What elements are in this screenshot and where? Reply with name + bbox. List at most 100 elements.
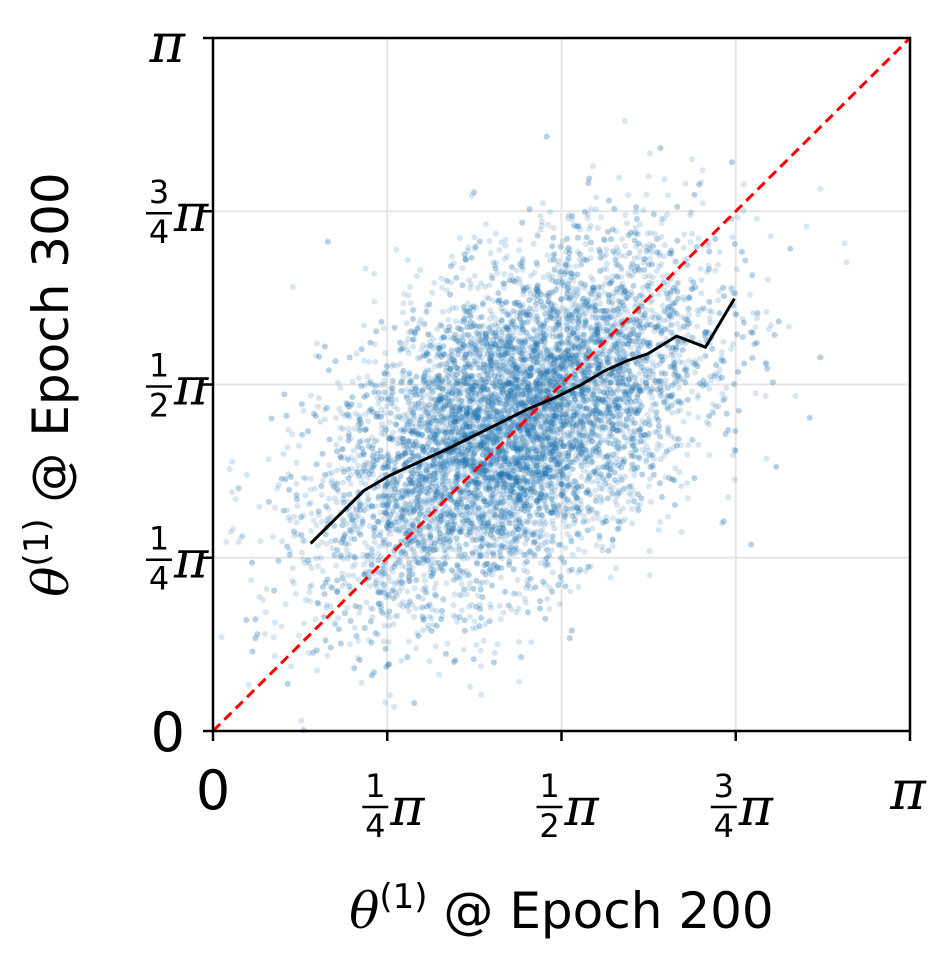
scatter-point [534,391,541,398]
scatter-point [556,274,563,281]
scatter-point [514,508,521,515]
scatter-point [594,383,601,390]
scatter-point [308,565,315,571]
scatter-point [501,366,508,373]
scatter-point [580,353,587,359]
scatter-point [716,248,723,255]
scatter-point [646,483,652,490]
scatter-point [684,495,691,502]
scatter-point [547,456,554,463]
scatter-point [461,508,468,514]
scatter-point [614,492,621,499]
scatter-point [300,537,306,544]
scatter-point [438,562,445,569]
scatter-point [643,315,650,322]
scatter-point [537,213,544,220]
scatter-point [430,497,437,504]
scatter-point [575,416,582,423]
scatter-point [661,176,668,183]
scatter-point [437,396,444,403]
scatter-point [429,460,436,467]
scatter-point [366,359,373,365]
scatter-point [489,533,496,540]
scatter-point [584,430,591,437]
scatter-point [580,513,587,519]
scatter-point [405,638,412,645]
scatter-point [432,520,439,527]
scatter-point [508,389,515,396]
scatter-point [427,534,434,541]
scatter-point [532,476,539,483]
scatter-point [351,624,358,631]
scatter-point [380,464,387,471]
scatter-point [682,180,689,187]
scatter-point [546,605,553,612]
scatter-point [385,639,392,646]
scatter-point [440,436,447,443]
scatter-point [417,509,424,516]
scatter-point [481,416,488,423]
scatter-point [551,408,558,414]
scatter-point [332,414,339,421]
scatter-point [417,394,424,401]
scatter-point [454,410,461,417]
scatter-point [378,553,384,560]
scatter-point [528,399,535,406]
scatter-point [508,422,515,429]
scatter-point [300,407,307,414]
scatter-point [532,385,539,392]
scatter-point [473,329,480,336]
scatter-point [491,650,498,656]
scatter-point [753,215,760,222]
scatter-point [501,468,508,474]
scatter-point [498,384,505,390]
scatter-point [552,319,559,326]
scatter-point [555,320,562,327]
scatter-point [262,609,269,616]
scatter-point [496,524,503,531]
scatter-point [314,542,321,549]
scatter-point [544,347,551,354]
scatter-point [376,588,383,595]
scatter-point [497,386,504,393]
scatter-point [598,284,605,291]
scatter-point [425,357,432,364]
scatter-point [701,305,708,312]
scatter-point [568,355,575,362]
scatter-point [515,605,522,612]
scatter-point [535,416,541,423]
scatter-point [659,273,666,280]
scatter-point [466,398,473,405]
scatter-point [427,469,433,476]
scatter-point [372,579,379,586]
scatter-point [399,309,406,316]
scatter-point [367,604,374,611]
scatter-point [536,462,543,469]
scatter-point [615,394,622,401]
scatter-point [613,305,620,312]
scatter-point [415,493,422,500]
scatter-point [423,409,429,416]
scatter-point [646,416,653,423]
scatter-point [455,464,462,471]
scatter-point [473,323,480,330]
scatter-point [435,565,442,572]
scatter-point [507,510,514,517]
scatter-point [362,568,369,575]
scatter-point [618,266,625,273]
scatter-point [647,255,654,262]
scatter-point [468,380,475,387]
scatter-point [621,398,628,405]
scatter-point [352,410,359,417]
scatter-point [625,490,632,497]
scatter-point [624,340,630,347]
scatter-point [652,429,659,435]
scatter-point [677,375,684,382]
scatter-point [377,608,384,614]
scatter-point [439,475,446,482]
scatter-point [411,476,418,483]
scatter-point [556,468,563,475]
scatter-point [582,317,589,323]
scatter-point [301,538,308,544]
